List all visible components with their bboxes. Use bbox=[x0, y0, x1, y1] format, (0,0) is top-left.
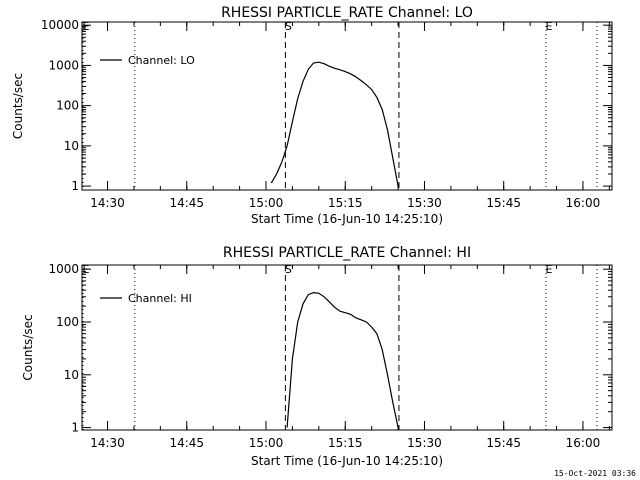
plot-frame bbox=[81, 21, 613, 191]
x-axis-label: Start Time (16-Jun-10 14:25:10) bbox=[251, 212, 443, 226]
x-tick-label: 14:45 bbox=[169, 436, 204, 450]
series-line bbox=[286, 291, 399, 428]
y-axis-label: Counts/sec bbox=[21, 314, 35, 380]
y-tick-label: 10000 bbox=[41, 18, 79, 32]
y-tick-label: 100 bbox=[56, 99, 79, 113]
x-tick-label: 15:00 bbox=[249, 196, 284, 210]
chart-title: RHESSI PARTICLE_RATE Channel: LO bbox=[221, 5, 473, 21]
x-tick-label: 15:15 bbox=[328, 196, 363, 210]
x-axis-label: Start Time (16-Jun-10 14:25:10) bbox=[251, 454, 443, 468]
legend-label: Channel: LO bbox=[128, 54, 195, 67]
chart-panel-1: RHESSI PARTICLE_RATE Channel: LO Start Ti… bbox=[11, 5, 613, 226]
x-tick-label: 15:15 bbox=[328, 436, 363, 450]
series-line bbox=[270, 61, 399, 187]
interval-marker-label: S bbox=[285, 20, 292, 33]
interval-marker-label: E bbox=[83, 263, 90, 276]
x-tick-label: 15:30 bbox=[407, 436, 442, 450]
x-tick-label: 15:00 bbox=[249, 436, 284, 450]
y-tick-label: 1000 bbox=[48, 58, 79, 72]
interval-marker-label: S bbox=[285, 263, 292, 276]
x-tick-label: 16:00 bbox=[566, 436, 601, 450]
x-tick-label: 14:30 bbox=[90, 196, 125, 210]
y-tick-label: 100 bbox=[56, 315, 79, 329]
y-tick-label: 10 bbox=[64, 139, 79, 153]
y-tick-label: 10 bbox=[64, 368, 79, 382]
x-tick-label: 14:30 bbox=[90, 436, 125, 450]
plot-frame bbox=[81, 264, 613, 431]
interval-marker-label: E bbox=[83, 20, 90, 33]
x-tick-label: 16:00 bbox=[566, 196, 601, 210]
interval-marker-label: E bbox=[545, 20, 552, 33]
x-tick-label: 15:45 bbox=[486, 436, 521, 450]
y-tick-label: 1000 bbox=[48, 262, 79, 276]
x-tick-label: 14:45 bbox=[169, 196, 204, 210]
legend-label: Channel: HI bbox=[128, 292, 192, 305]
interval-marker-label: E bbox=[545, 263, 552, 276]
chart-panel-2: RHESSI PARTICLE_RATE Channel: HI Start Ti… bbox=[21, 245, 613, 468]
plot-timestamp: 15-Oct-2021 03:36 bbox=[554, 469, 636, 478]
y-tick-label: 1 bbox=[71, 421, 79, 435]
y-axis-label: Counts/sec bbox=[11, 73, 25, 139]
chart-title: RHESSI PARTICLE_RATE Channel: HI bbox=[223, 245, 471, 261]
x-tick-label: 15:30 bbox=[407, 196, 442, 210]
x-tick-label: 15:45 bbox=[486, 196, 521, 210]
y-tick-label: 1 bbox=[71, 179, 79, 193]
